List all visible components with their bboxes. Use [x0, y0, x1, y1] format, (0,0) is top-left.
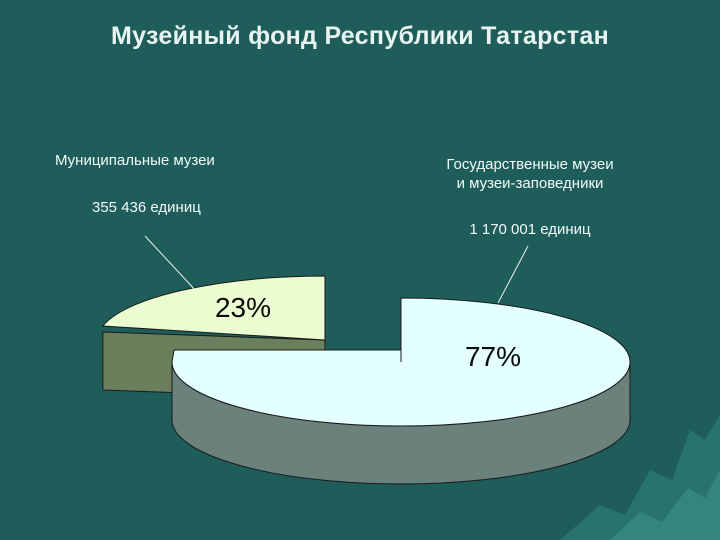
municipal-percent-label: 23%: [215, 292, 271, 323]
state-slice-top: [171, 297, 631, 427]
municipal-leader-line: [144, 235, 198, 293]
state-museums-label-line-1: Государственные музеи: [446, 156, 614, 173]
municipal-museums-label: Муниципальные музеи: [55, 152, 215, 169]
state-museums-label-line-2: и музеи-заповедники: [456, 175, 604, 192]
slide-title: Музейный фонд Республики Татарстан: [110, 22, 610, 50]
municipal-museums-value: 355 436 единиц: [92, 199, 201, 216]
state-museums-label: Государственные музеи и музеи-заповедник…: [395, 155, 665, 193]
municipal-slice-top: [101, 275, 326, 341]
state-percent-label: 77%: [465, 341, 521, 372]
state-museums-value: 1 170 001 единиц: [469, 221, 591, 238]
state-leader-line: [497, 245, 529, 304]
